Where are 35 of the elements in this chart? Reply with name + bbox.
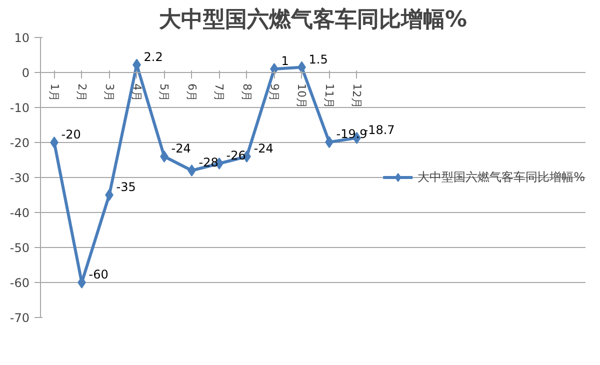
point: [160, 150, 168, 162]
data-label: -35: [116, 180, 136, 194]
x-tick-label: 6月: [185, 84, 198, 102]
data-label: 1: [281, 54, 289, 68]
point: [105, 189, 114, 201]
data-label: 1.5: [308, 52, 328, 66]
legend-label: 大中型国六燃气客车同比增幅%: [418, 168, 585, 186]
x-tick-label: 5月: [158, 84, 171, 102]
y-tick-label: 0: [22, 66, 30, 80]
x-tick-label: 9月: [268, 84, 281, 102]
y-tick-label: -30: [10, 171, 30, 185]
x-tick-label: 8月: [240, 84, 254, 102]
y-tick-label: -50: [10, 241, 30, 255]
y-tick-label: 10: [14, 31, 30, 45]
x-tick-label: 11月: [322, 84, 336, 108]
x-tick-label: 1月: [48, 84, 61, 102]
point: [188, 164, 196, 176]
data-label: -24: [171, 142, 191, 156]
data-label: -60: [88, 268, 108, 282]
y-tick-label: -10: [10, 101, 30, 115]
y-tick-label: -60: [10, 276, 30, 290]
y-tick-label: -70: [10, 311, 30, 325]
x-tick-label: 10月: [295, 84, 308, 108]
x-tick-label: 4月: [130, 84, 144, 102]
x-tick-label: 2月: [75, 84, 88, 102]
data-label: -20: [61, 128, 81, 142]
y-tick-label: -20: [10, 136, 30, 150]
x-tick-label: 12月: [350, 84, 364, 108]
data-label: -24: [254, 142, 274, 156]
x-tick-label: 3月: [102, 84, 116, 102]
x-tick-label: 7月: [212, 84, 226, 102]
data-label: 2.2: [144, 50, 163, 64]
point: [50, 136, 58, 148]
y-tick-label: -40: [10, 206, 30, 220]
chart-title: 大中型国六燃气客车同比增幅%: [158, 6, 468, 32]
